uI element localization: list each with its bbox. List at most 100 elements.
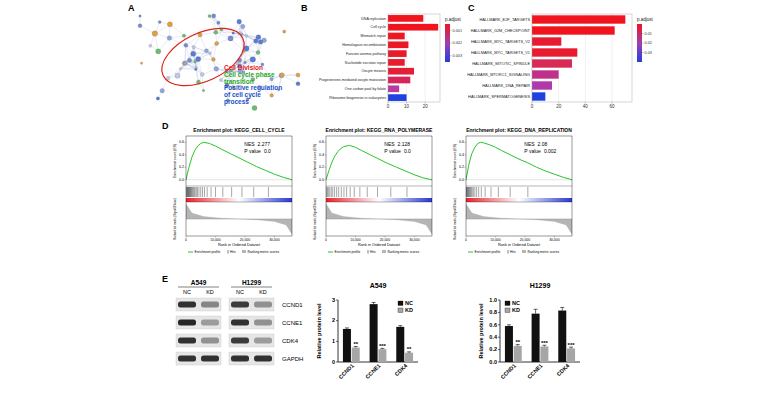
tick-label: 20,000 — [520, 238, 530, 242]
rank-gradient — [466, 198, 572, 202]
network-edge — [244, 51, 258, 52]
zero-line — [326, 219, 432, 220]
hit — [207, 187, 208, 197]
network-node — [167, 22, 172, 27]
network-node — [156, 49, 161, 54]
tick-mark — [465, 154, 467, 155]
hit — [359, 187, 360, 197]
tick-mark — [498, 337, 500, 338]
category-label: CCNE1 — [526, 362, 543, 379]
p-text: P value0.002 — [524, 148, 556, 154]
colorbar-tick — [450, 30, 452, 31]
hit — [326, 187, 327, 197]
panel-label: D — [162, 121, 169, 131]
bar — [558, 311, 566, 362]
section-divider — [326, 202, 432, 203]
category-label: Nucleotide excision repair — [345, 61, 387, 65]
section-divider — [326, 186, 432, 187]
legend-label: Enrichment profile — [475, 250, 501, 254]
tick-label: 20 — [556, 104, 562, 109]
axis-label: Rank in Ordered Dataset — [498, 243, 541, 247]
error-bar — [345, 328, 349, 329]
rank-gradient — [326, 198, 432, 202]
network-node — [204, 49, 208, 53]
network-node — [138, 24, 142, 28]
tick-label: 0 — [531, 104, 534, 109]
bar — [532, 70, 559, 78]
category-label: Ribosome biogenesis in eukaryotes — [329, 96, 386, 100]
bars — [532, 15, 625, 100]
tick-mark — [185, 179, 187, 180]
network-node — [245, 34, 248, 37]
hit — [473, 187, 474, 197]
hit — [192, 187, 193, 197]
nes-text: NES2.128 — [384, 141, 410, 147]
category-label: HALLMARK_DNA_REPAIR — [482, 83, 530, 88]
legend-label: KD — [405, 307, 413, 313]
cell-line-label: A549 — [191, 279, 207, 286]
hit — [338, 187, 339, 197]
legend-label: Hits — [230, 250, 236, 254]
tick-label: 0.6 — [179, 140, 184, 144]
protein-label: CDK4 — [282, 338, 299, 344]
colorbar — [445, 24, 450, 62]
plot-background — [388, 14, 440, 102]
bar — [532, 59, 572, 67]
hit — [194, 187, 195, 197]
legend-swatch — [522, 250, 526, 253]
tick-label: 3 — [332, 297, 335, 303]
hit — [468, 187, 469, 197]
legend-swatch — [188, 252, 193, 253]
zero-line — [326, 179, 432, 180]
tick-label: 0.6 — [489, 322, 497, 328]
significance: ** — [407, 346, 412, 352]
tick-label: 10,000 — [210, 238, 220, 242]
tick-label: 0.0 — [489, 359, 497, 365]
bar — [343, 329, 351, 362]
legend-swatch — [382, 250, 386, 253]
network-node — [296, 82, 300, 86]
zero-line — [466, 219, 572, 220]
p-label: P value — [384, 148, 401, 154]
axis-label: Ranked list metric (Signal2Noise) — [313, 198, 317, 239]
significance: *** — [541, 340, 549, 346]
hit — [191, 187, 192, 197]
error-cap — [372, 302, 376, 303]
network-node — [241, 24, 245, 28]
metric-group — [466, 204, 572, 235]
tick-label: 20,000 — [240, 238, 250, 242]
category-label: CCND1 — [499, 362, 517, 380]
es-curve-group — [466, 142, 572, 180]
hit — [188, 187, 189, 197]
chart-title: Enrichment plot: KEGG_CELL_CYCLE — [193, 127, 285, 133]
blot-membrane — [176, 334, 221, 347]
legend-swatch — [368, 250, 369, 254]
bars — [343, 302, 413, 362]
tick-label: 0.0 — [179, 178, 184, 182]
nes-value: 2.277 — [258, 141, 271, 147]
axis-label: Enrichment score (ES) — [173, 144, 177, 178]
hit — [343, 187, 344, 197]
blot-band — [254, 302, 272, 308]
tick-label: 0 — [325, 238, 327, 242]
error-bar — [398, 326, 402, 327]
network-node — [217, 21, 220, 24]
category-label: HALLMARK_SPERMATOGENESIS — [468, 94, 530, 99]
blot-band — [231, 320, 249, 326]
colorbar-tick — [642, 52, 644, 53]
hit — [341, 187, 342, 197]
category-label: Oocyte meiosis — [361, 69, 386, 73]
legend-swatch — [508, 250, 509, 254]
hit — [187, 187, 188, 197]
tick-label: 2 — [332, 317, 335, 323]
tick-label: 0 — [465, 238, 467, 242]
network-node — [149, 44, 152, 47]
network-node — [196, 56, 201, 61]
category-label: CDK4 — [556, 362, 571, 377]
network: Cell DivisionCell cycle phasetransitionP… — [138, 14, 300, 111]
hit — [476, 187, 477, 197]
hits — [186, 187, 268, 197]
category-label: Mismatch repair — [360, 34, 386, 38]
legend-label: Enrichment profile — [335, 250, 361, 254]
network-node — [139, 15, 141, 17]
